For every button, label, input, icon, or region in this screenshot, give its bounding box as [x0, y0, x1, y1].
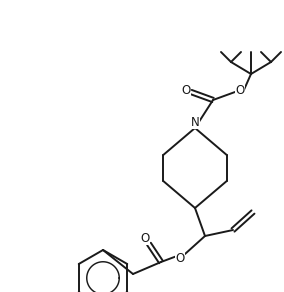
- Text: N: N: [191, 116, 199, 128]
- Text: O: O: [235, 84, 245, 98]
- Text: O: O: [140, 232, 150, 244]
- Text: O: O: [181, 84, 191, 98]
- Text: O: O: [176, 251, 185, 265]
